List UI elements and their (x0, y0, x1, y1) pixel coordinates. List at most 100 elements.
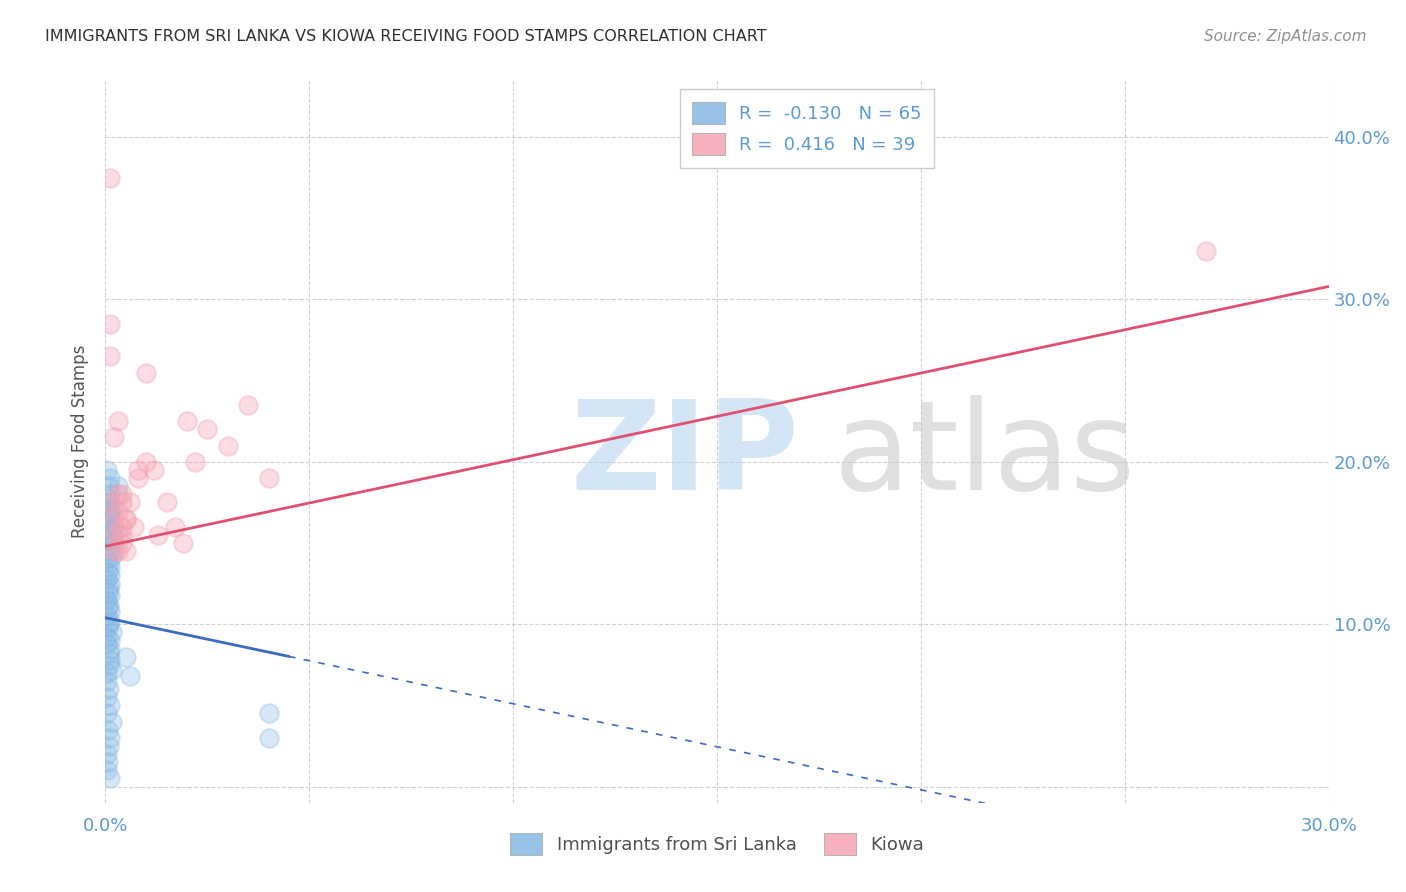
Text: ZIP: ZIP (571, 395, 799, 516)
Point (135, 366, 157, 380)
Point (98, 560, 121, 574)
Point (98, 641, 121, 656)
Point (107, 528, 129, 542)
Point (98, 576, 121, 591)
Point (97, 491, 120, 505)
Point (97, 682, 120, 697)
Point (107, 503, 129, 517)
Point (143, 463, 166, 477)
Point (98, 170, 121, 185)
Point (1195, 244, 1218, 258)
Point (97, 566, 120, 580)
Point (98, 523, 121, 537)
Point (98, 568, 121, 582)
Point (107, 487, 129, 501)
Point (115, 544, 138, 558)
Point (96, 609, 118, 624)
Point (96, 552, 118, 566)
Point (257, 731, 280, 745)
Point (257, 471, 280, 485)
Point (96, 463, 118, 477)
Text: Source: ZipAtlas.com: Source: ZipAtlas.com (1204, 29, 1367, 45)
Point (98, 614, 121, 628)
Point (111, 528, 134, 542)
Point (127, 471, 149, 485)
Point (96, 637, 118, 651)
Text: atlas: atlas (834, 395, 1136, 516)
Point (103, 528, 125, 542)
Point (111, 487, 134, 501)
Point (97, 723, 120, 737)
Point (148, 528, 170, 542)
Point (96, 592, 118, 607)
Point (127, 463, 149, 477)
Point (115, 511, 138, 525)
Point (98, 698, 121, 713)
Point (97, 507, 120, 521)
Point (163, 520, 186, 534)
Point (97, 539, 120, 553)
Point (97, 479, 120, 493)
Point (98, 653, 121, 667)
Point (118, 495, 141, 509)
Point (107, 414, 129, 428)
Point (98, 495, 121, 509)
Point (97, 601, 120, 615)
Point (111, 536, 134, 550)
Point (135, 455, 157, 469)
Point (197, 422, 219, 436)
Point (96, 665, 118, 680)
Point (97, 620, 120, 634)
Point (103, 536, 125, 550)
Point (172, 536, 194, 550)
Point (111, 495, 134, 509)
Point (156, 495, 179, 509)
Point (97, 584, 120, 599)
Point (100, 714, 122, 729)
Point (100, 549, 122, 563)
Point (103, 430, 125, 444)
Point (98, 772, 121, 786)
Point (97, 582, 120, 596)
Point (103, 520, 125, 534)
Point (98, 503, 121, 517)
Text: IMMIGRANTS FROM SRI LANKA VS KIOWA RECEIVING FOOD STAMPS CORRELATION CHART: IMMIGRANTS FROM SRI LANKA VS KIOWA RECEI… (45, 29, 766, 45)
Point (96, 764, 118, 778)
Point (96, 690, 118, 705)
Point (98, 487, 121, 501)
Point (100, 663, 122, 677)
Point (100, 528, 122, 542)
Point (98, 317, 121, 331)
Point (176, 414, 198, 428)
Point (115, 649, 138, 664)
Point (98, 633, 121, 648)
Point (103, 544, 125, 558)
Point (98, 731, 121, 745)
Point (97, 556, 120, 570)
Point (97, 739, 120, 753)
Point (98, 511, 121, 525)
Y-axis label: Receiving Food Stamps: Receiving Food Stamps (72, 345, 90, 538)
Point (98, 588, 121, 602)
Point (103, 511, 125, 525)
Point (118, 669, 141, 683)
Point (97, 533, 120, 547)
Point (98, 349, 121, 363)
Point (97, 755, 120, 769)
Point (107, 544, 129, 558)
Point (184, 455, 207, 469)
Point (97, 657, 120, 672)
Point (96, 747, 118, 761)
Point (96, 516, 118, 531)
Point (96, 572, 118, 586)
Point (97, 617, 120, 632)
Point (96, 630, 118, 644)
Point (111, 520, 134, 534)
Point (100, 625, 122, 640)
Point (236, 398, 260, 412)
Point (98, 544, 121, 558)
Point (115, 511, 138, 525)
Point (107, 479, 129, 493)
Point (217, 439, 239, 453)
Point (96, 706, 118, 721)
